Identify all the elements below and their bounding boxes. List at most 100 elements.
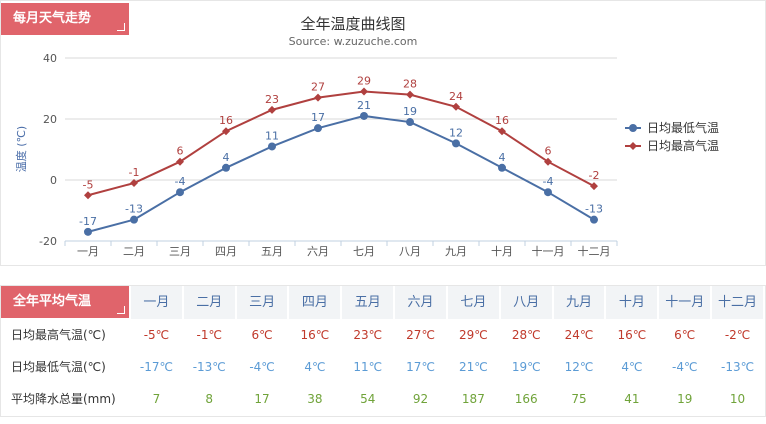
data-point[interactable]	[130, 215, 138, 224]
data-point[interactable]	[268, 105, 276, 114]
data-label: 4	[223, 151, 230, 164]
data-point[interactable]	[452, 139, 460, 148]
table-cell: 75	[571, 392, 587, 406]
data-point[interactable]	[314, 93, 322, 102]
data-point[interactable]	[222, 127, 230, 136]
month-header: 一月	[131, 286, 182, 319]
data-point[interactable]	[590, 215, 598, 224]
data-label: -4	[175, 175, 186, 188]
legend-item[interactable]: 日均最高气温	[625, 138, 719, 153]
table-cell: 6℃	[251, 328, 273, 342]
table-cell: -4℃	[671, 360, 698, 374]
table-cell: -13℃	[721, 360, 755, 374]
data-point[interactable]	[360, 111, 368, 120]
data-point[interactable]	[314, 124, 322, 133]
data-point[interactable]	[544, 188, 552, 197]
table-cell: 29℃	[459, 328, 488, 342]
table-cell: 10	[729, 392, 746, 406]
data-point[interactable]	[84, 227, 92, 236]
legend-marker	[629, 142, 637, 150]
month-header: 十月	[606, 286, 658, 319]
table-cell: 41	[624, 392, 640, 406]
data-point[interactable]	[406, 118, 414, 127]
data-point[interactable]	[176, 188, 184, 197]
series-line	[87, 90, 595, 197]
y-tick-label: 0	[50, 174, 57, 187]
month-header: 九月	[553, 286, 605, 319]
data-point[interactable]	[268, 142, 276, 151]
legend-item[interactable]: 日均最低气温	[625, 120, 719, 135]
month-header: 三月	[236, 286, 288, 319]
table-cell: 24℃	[564, 328, 594, 342]
data-label: -13	[585, 203, 603, 216]
table-cell: 92	[412, 392, 429, 406]
y-axis-ticks: 40 20 0 -20	[39, 52, 57, 248]
data-label: 11	[265, 129, 279, 142]
month-header: 八月	[500, 286, 552, 319]
x-tick-label: 四月	[215, 245, 237, 258]
data-point[interactable]	[406, 90, 414, 99]
data-label: 6	[177, 145, 184, 158]
x-tick-label: 五月	[261, 245, 283, 258]
data-point[interactable]	[130, 179, 138, 188]
month-header: 十一月	[659, 286, 711, 319]
data-point[interactable]	[498, 163, 506, 172]
table-cell: 4℃	[304, 360, 326, 374]
series-1: -5 -1 6 16 23 27 29 28 24 16 6 -2	[83, 75, 600, 200]
table-cell: -2℃	[724, 328, 751, 342]
legend-marker	[629, 124, 637, 132]
data-label: -17	[79, 215, 97, 228]
data-point[interactable]	[590, 182, 598, 191]
legend-label: 日均最高气温	[647, 138, 719, 153]
x-tick-label: 八月	[399, 245, 421, 258]
table-cell: 6℃	[674, 328, 696, 342]
data-label: -2	[589, 169, 600, 182]
table-row: 日均最低气温(℃) -17℃ -13℃ -4℃ 4℃ 11℃ 17℃ 21℃ 19℃ 12℃ 4℃ -…	[1, 351, 766, 384]
data-label: 16	[219, 114, 233, 127]
table-cell: 21℃	[459, 360, 488, 374]
data-point[interactable]	[498, 127, 506, 136]
data-label: 23	[265, 93, 279, 106]
data-point[interactable]	[176, 157, 184, 166]
row-label: 日均最低气温(℃)	[11, 360, 106, 374]
x-tick-label: 六月	[307, 245, 329, 258]
data-point[interactable]	[84, 191, 92, 200]
table-cell: -17℃	[139, 360, 173, 374]
table-cell: 54	[360, 392, 376, 406]
x-tick-label: 十一月	[532, 244, 565, 258]
data-point[interactable]	[222, 163, 230, 172]
data-label: 6	[545, 145, 552, 158]
table-cell: 16℃	[300, 328, 330, 342]
annual-table: 全年平均气温 一月 二月 三月 四月 五月 六月 七月 八月 九月 十月 十一月 十二月 日均最高气温…	[0, 285, 766, 417]
series-0: -17 -13 -4 4 11 17 21 19 12 4 -4 -13	[79, 99, 603, 236]
month-header: 十二月	[712, 286, 763, 319]
y-axis-label: 温度 (℃)	[14, 126, 28, 172]
row-label: 平均降水总量(mm)	[11, 392, 116, 406]
table-cell: 23℃	[353, 328, 383, 342]
data-point[interactable]	[452, 102, 460, 111]
data-label: 24	[449, 90, 463, 103]
table-cell: 12℃	[564, 360, 594, 374]
chart-subtitle: Source: w.zuzuche.com	[289, 35, 418, 48]
y-tick-label: 20	[43, 113, 57, 126]
table-cell: -5℃	[143, 328, 170, 342]
table-cell: -13℃	[192, 360, 226, 374]
table-row: 日均最高气温(℃) -5℃ -1℃ 6℃ 16℃ 23℃ 27℃ 29℃ 28℃ 24℃ 16℃ 6℃…	[1, 319, 766, 352]
table-cell: 17℃	[406, 360, 435, 374]
data-label: 4	[499, 151, 506, 164]
chart-panel: 40 20 0 -20 一月 二月 三月 四月 五月 六月 七月 八月 九月 十月 十一月 十二月 -17-…	[0, 0, 766, 266]
data-label: 19	[403, 105, 417, 118]
data-point[interactable]	[544, 157, 552, 166]
x-tick-label: 七月	[353, 245, 375, 258]
table-row: 平均降水总量(mm) 7 8 17 38 54 92 187 166 75 41 19 10	[1, 383, 766, 416]
data-label: 17	[311, 111, 325, 124]
x-axis: 一月 二月 三月 四月 五月 六月 七月 八月 九月 十月 十一月 十二月	[64, 240, 618, 258]
data-label: -13	[125, 203, 143, 216]
data-point[interactable]	[360, 87, 368, 96]
month-header: 七月	[447, 286, 499, 319]
annual-average-tag: 全年平均气温	[1, 286, 129, 318]
month-header: 四月	[289, 286, 341, 319]
x-tick-label: 十月	[491, 244, 513, 258]
table-cell: 19℃	[511, 360, 541, 374]
